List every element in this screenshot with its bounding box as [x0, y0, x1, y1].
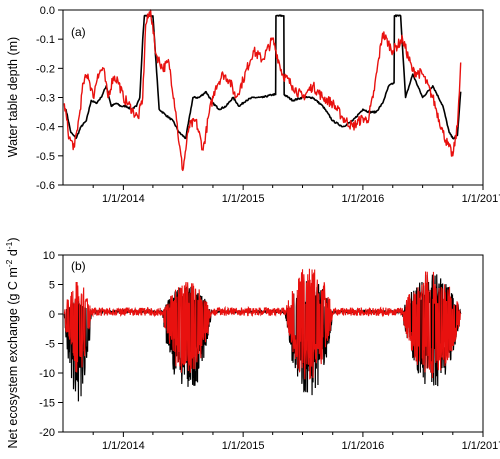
- panel-a-y-tick-label: -0.3: [36, 93, 55, 105]
- panel-b-x-tick-label: 1/1/2014: [102, 440, 145, 452]
- panel-b-y-tick-label: -15: [39, 398, 55, 410]
- panel-a-series-red: [63, 9, 462, 172]
- panel-b-y-tick-label: -5: [45, 339, 55, 351]
- panel-a-y-tick-label: 0.0: [40, 5, 55, 17]
- panel-a-y-tick-label: -0.5: [36, 151, 55, 163]
- panel-a-x-tick-label: 1/1/2015: [222, 193, 265, 205]
- panel-a-x-tick-label: 1/1/2017: [462, 193, 500, 205]
- panel-a-y-tick-label: -0.4: [36, 122, 55, 134]
- panel-a-x-axis: 1/1/2014 1/1/2015 1/1/2016 1/1/2017: [92, 185, 500, 205]
- panel-b-y-axis: 10 5 0 -5 -10 -15 -20: [39, 250, 63, 439]
- panel-b-label: (b): [71, 259, 86, 273]
- panel-a-y-axis-title: Water table depth (m): [6, 37, 20, 157]
- panel-b-x-axis: 1/1/2014 1/1/2015 1/1/2016 1/1/2017: [92, 432, 500, 452]
- panel-b-y-tick-label: 5: [49, 280, 55, 292]
- panel-b-net-ecosystem-exchange: 10 5 0 -5 -10 -15 -20 1/1/2014 1/1/2015 1/1/2016…: [4, 237, 500, 452]
- panel-b-series-black: [63, 274, 462, 402]
- panel-a-y-tick-label: -0.1: [36, 34, 55, 46]
- panel-a-y-axis: 0.0 -0.1 -0.2 -0.3 -0.4 -0.5 -0.6: [36, 5, 63, 192]
- panel-b-y-tick-label: -10: [39, 368, 55, 380]
- panel-b-y-tick-label: 0: [49, 309, 55, 321]
- panel-b-x-tick-label: 1/1/2016: [341, 440, 384, 452]
- panel-a-x-tick-label: 1/1/2014: [102, 193, 145, 205]
- panel-a-x-tick-label: 1/1/2016: [341, 193, 384, 205]
- panel-a-y-tick-label: -0.2: [36, 63, 55, 75]
- panel-a-y-tick-label: -0.6: [36, 180, 55, 192]
- panel-b-y-tick-label: -20: [39, 427, 55, 439]
- panel-b-x-tick-label: 1/1/2017: [462, 440, 500, 452]
- panel-b-x-tick-label: 1/1/2015: [222, 440, 265, 452]
- panel-b-y-tick-label: 10: [43, 250, 55, 262]
- panel-a-label: (a): [71, 25, 86, 39]
- panel-a-series-black: [65, 14, 462, 140]
- panel-b-series-red: [63, 268, 462, 380]
- panel-b-y-axis-title: Net ecosystem exchange (g C m-2 d-1): [4, 237, 20, 448]
- panel-a-water-table-depth: 0.0-0.1-0.2-0.3-0.4-0.5-0.6 1/1/2014 1/1/…: [6, 5, 500, 205]
- panel-b-series: [63, 268, 462, 402]
- panel-a-series: [63, 9, 462, 172]
